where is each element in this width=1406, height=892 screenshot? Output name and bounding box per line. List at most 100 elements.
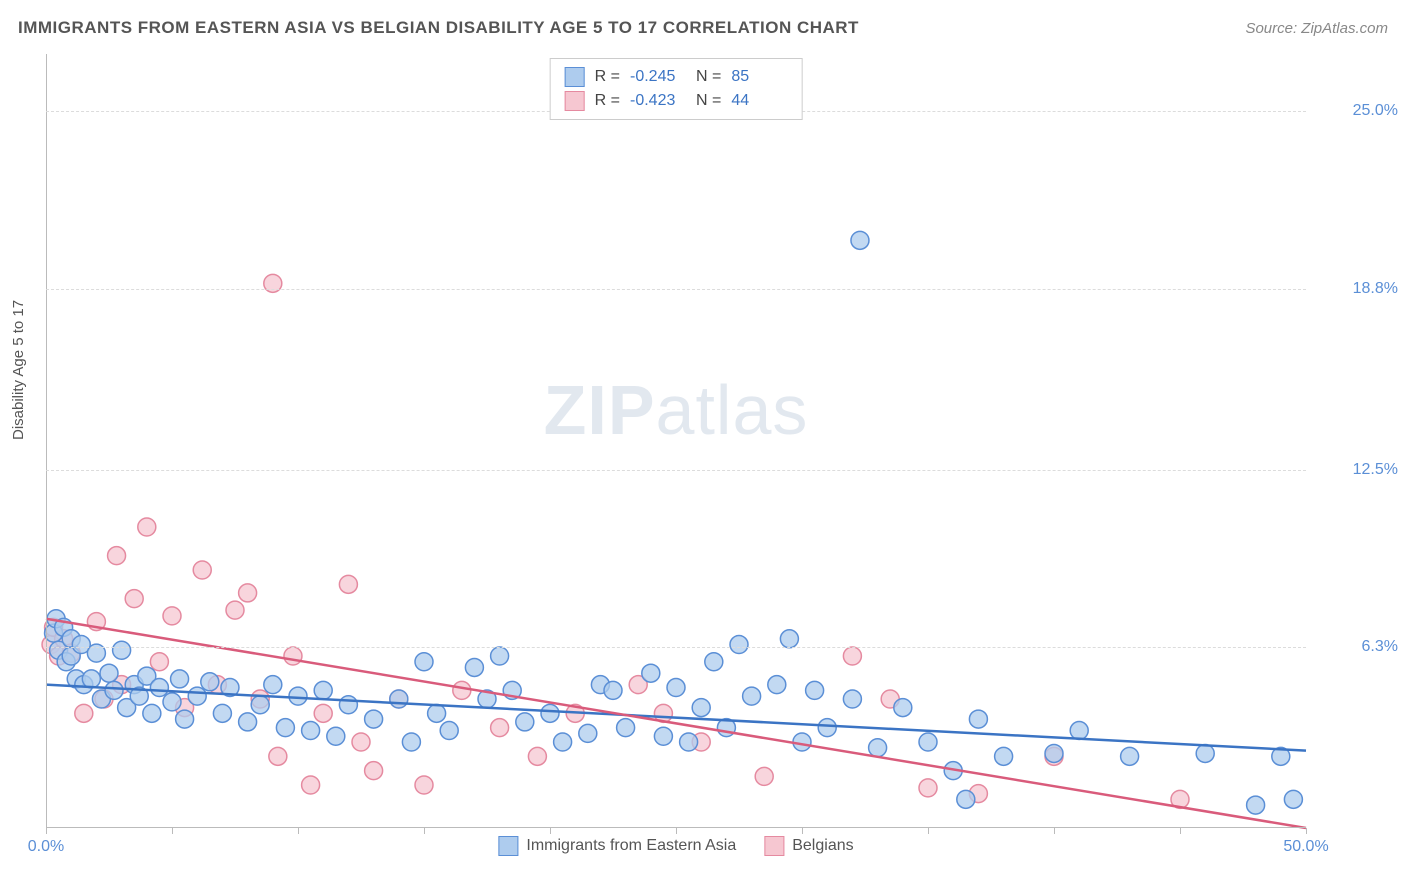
data-point: [692, 699, 710, 717]
r-value-series1: -0.245: [630, 68, 686, 86]
data-point: [516, 713, 534, 731]
data-point: [100, 664, 118, 682]
x-tick-mark: [172, 828, 173, 834]
data-point: [843, 690, 861, 708]
data-point: [82, 670, 100, 688]
data-point: [667, 679, 685, 697]
data-point: [314, 704, 332, 722]
data-point: [851, 231, 869, 249]
legend-swatch-series1: [498, 836, 518, 856]
swatch-series2: [565, 91, 585, 111]
data-point: [239, 713, 257, 731]
data-point: [201, 673, 219, 691]
data-point: [314, 681, 332, 699]
data-point: [969, 710, 987, 728]
data-point: [528, 747, 546, 765]
data-point: [251, 696, 269, 714]
legend-item-series2: Belgians: [764, 836, 853, 856]
n-value-series1: 85: [731, 68, 787, 86]
r-label: R =: [595, 92, 620, 110]
data-point: [491, 647, 509, 665]
data-point: [188, 687, 206, 705]
data-point: [869, 739, 887, 757]
chart-title: IMMIGRANTS FROM EASTERN ASIA VS BELGIAN …: [18, 18, 859, 38]
data-point: [453, 681, 471, 699]
data-point: [818, 719, 836, 737]
legend-label-series1: Immigrants from Eastern Asia: [526, 837, 736, 855]
data-point: [113, 641, 131, 659]
data-point: [541, 704, 559, 722]
data-point: [491, 719, 509, 737]
data-point: [138, 518, 156, 536]
source-attribution: Source: ZipAtlas.com: [1245, 20, 1388, 37]
legend-item-series1: Immigrants from Eastern Asia: [498, 836, 736, 856]
data-point: [919, 733, 937, 751]
data-point: [289, 687, 307, 705]
data-point: [730, 636, 748, 654]
data-point: [1045, 744, 1063, 762]
data-point: [743, 687, 761, 705]
data-point: [1070, 722, 1088, 740]
data-point: [176, 710, 194, 728]
r-label: R =: [595, 68, 620, 86]
y-tick-label: 6.3%: [1362, 638, 1398, 656]
data-point: [919, 779, 937, 797]
data-point: [554, 733, 572, 751]
legend: Immigrants from Eastern Asia Belgians: [498, 836, 853, 856]
data-point: [239, 584, 257, 602]
gridline: [46, 289, 1306, 290]
data-point: [957, 790, 975, 808]
legend-label-series2: Belgians: [792, 837, 853, 855]
x-tick-mark: [676, 828, 677, 834]
data-point: [415, 653, 433, 671]
data-point: [1247, 796, 1265, 814]
data-point: [415, 776, 433, 794]
data-point: [108, 547, 126, 565]
data-point: [226, 601, 244, 619]
x-tick-mark: [46, 828, 47, 834]
x-tick-mark: [550, 828, 551, 834]
data-point: [654, 727, 672, 745]
data-point: [680, 733, 698, 751]
data-point: [440, 722, 458, 740]
correlation-stats-box: R = -0.245 N = 85 R = -0.423 N = 44: [550, 58, 803, 120]
data-point: [213, 704, 231, 722]
data-point: [402, 733, 420, 751]
data-point: [995, 747, 1013, 765]
data-point: [75, 704, 93, 722]
plot-area: ZIPatlas 6.3%12.5%18.8%25.0% 0.0%50.0% R…: [46, 54, 1306, 828]
y-axis-label: Disability Age 5 to 17: [10, 300, 27, 440]
n-value-series2: 44: [731, 92, 787, 110]
data-point: [339, 575, 357, 593]
data-point: [755, 767, 773, 785]
r-value-series2: -0.423: [630, 92, 686, 110]
data-point: [579, 724, 597, 742]
data-point: [269, 747, 287, 765]
x-tick-label: 50.0%: [1283, 838, 1328, 856]
n-label: N =: [696, 68, 721, 86]
data-point: [339, 696, 357, 714]
data-point: [163, 693, 181, 711]
data-point: [428, 704, 446, 722]
data-point: [705, 653, 723, 671]
data-point: [365, 762, 383, 780]
data-point: [365, 710, 383, 728]
stat-row-series2: R = -0.423 N = 44: [565, 89, 788, 113]
y-tick-label: 12.5%: [1353, 461, 1398, 479]
swatch-series1: [565, 67, 585, 87]
scatter-chart: [46, 54, 1306, 828]
gridline: [46, 470, 1306, 471]
stat-row-series1: R = -0.245 N = 85: [565, 65, 788, 89]
x-tick-mark: [802, 828, 803, 834]
data-point: [302, 722, 320, 740]
legend-swatch-series2: [764, 836, 784, 856]
data-point: [768, 676, 786, 694]
data-point: [894, 699, 912, 717]
data-point: [604, 681, 622, 699]
data-point: [806, 681, 824, 699]
regression-line: [46, 619, 1306, 828]
x-tick-mark: [1306, 828, 1307, 834]
data-point: [284, 647, 302, 665]
data-point: [150, 679, 168, 697]
data-point: [150, 653, 168, 671]
